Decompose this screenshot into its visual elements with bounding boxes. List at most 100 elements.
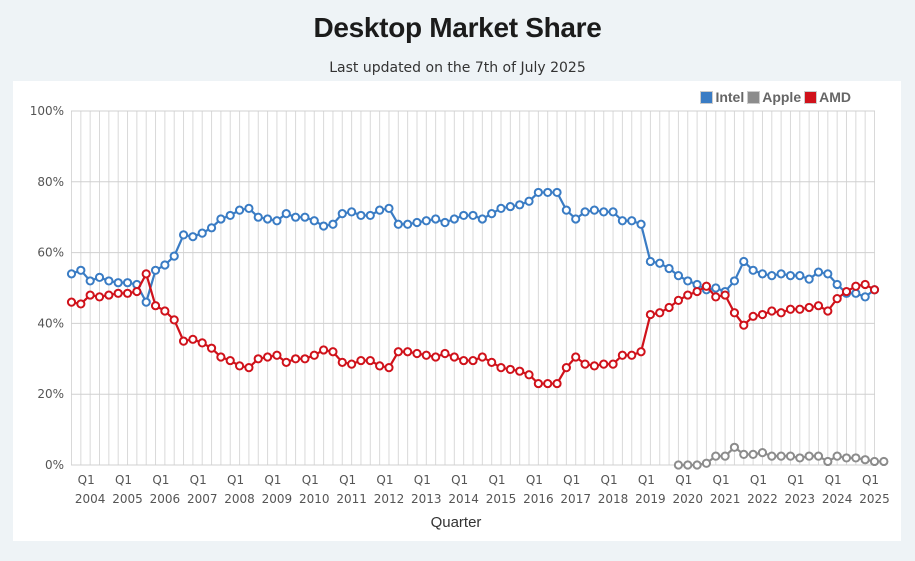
data-point-amd[interactable] <box>122 288 133 298</box>
data-point-amd[interactable] <box>300 354 310 364</box>
data-point-amd[interactable] <box>234 361 245 371</box>
data-point-amd[interactable] <box>337 357 347 367</box>
data-point-intel[interactable] <box>412 217 422 228</box>
data-point-amd[interactable] <box>375 361 385 371</box>
data-point-intel[interactable] <box>449 214 459 224</box>
legend-item-apple[interactable]: Apple <box>747 89 801 105</box>
data-point-amd[interactable] <box>94 292 105 302</box>
data-point-apple[interactable] <box>720 451 730 461</box>
data-point-amd[interactable] <box>627 350 637 360</box>
data-point-amd[interactable] <box>841 286 852 297</box>
data-point-intel[interactable] <box>272 216 282 226</box>
data-point-amd[interactable] <box>496 363 506 373</box>
data-point-intel[interactable] <box>104 276 114 286</box>
data-point-intel[interactable] <box>169 251 179 261</box>
data-point-intel[interactable] <box>347 207 357 217</box>
data-point-apple[interactable] <box>823 456 833 467</box>
data-point-amd[interactable] <box>403 347 413 357</box>
data-point-amd[interactable] <box>393 347 403 357</box>
data-point-intel[interactable] <box>599 207 609 217</box>
data-point-amd[interactable] <box>505 364 515 375</box>
data-point-amd[interactable] <box>449 352 459 362</box>
data-point-apple[interactable] <box>757 448 768 458</box>
data-point-intel[interactable] <box>300 212 310 222</box>
data-point-intel[interactable] <box>552 187 562 198</box>
data-point-amd[interactable] <box>244 363 254 373</box>
data-point-amd[interactable] <box>860 279 870 290</box>
data-point-intel[interactable] <box>206 223 217 233</box>
data-point-apple[interactable] <box>767 451 777 461</box>
data-point-intel[interactable] <box>459 210 469 221</box>
data-point-amd[interactable] <box>281 357 291 367</box>
data-point-apple[interactable] <box>879 456 889 467</box>
data-point-intel[interactable] <box>85 276 95 286</box>
data-point-intel[interactable] <box>664 263 674 274</box>
data-point-intel[interactable] <box>683 276 693 286</box>
data-point-amd[interactable] <box>150 301 161 311</box>
data-point-amd[interactable] <box>440 348 450 359</box>
data-point-apple[interactable] <box>711 451 721 461</box>
data-point-apple[interactable] <box>832 451 842 461</box>
data-point-apple[interactable] <box>683 460 693 470</box>
data-point-amd[interactable] <box>141 269 151 279</box>
data-point-amd[interactable] <box>795 304 805 314</box>
data-point-amd[interactable] <box>412 348 422 359</box>
data-point-intel[interactable] <box>739 256 749 267</box>
data-point-apple[interactable] <box>701 458 712 468</box>
data-point-intel[interactable] <box>571 214 581 224</box>
data-point-intel[interactable] <box>309 216 319 226</box>
data-point-amd[interactable] <box>823 306 833 316</box>
data-point-amd[interactable] <box>384 363 394 373</box>
data-point-amd[interactable] <box>701 281 712 291</box>
data-point-intel[interactable] <box>767 271 777 281</box>
data-point-intel[interactable] <box>66 269 77 279</box>
data-point-intel[interactable] <box>431 214 441 224</box>
data-point-amd[interactable] <box>636 347 646 357</box>
data-point-intel[interactable] <box>290 212 301 222</box>
data-point-amd[interactable] <box>216 352 226 362</box>
data-point-intel[interactable] <box>823 269 833 279</box>
data-point-amd[interactable] <box>580 359 590 369</box>
data-point-amd[interactable] <box>66 297 77 307</box>
data-point-intel[interactable] <box>860 292 870 302</box>
legend-item-amd[interactable]: AMD <box>804 89 851 105</box>
data-point-amd[interactable] <box>645 309 656 320</box>
data-point-intel[interactable] <box>188 232 198 242</box>
data-point-amd[interactable] <box>85 290 95 300</box>
data-point-amd[interactable] <box>729 308 740 318</box>
data-point-amd[interactable] <box>617 350 627 360</box>
data-point-apple[interactable] <box>673 460 684 470</box>
data-point-amd[interactable] <box>664 302 674 313</box>
data-point-amd[interactable] <box>543 378 553 389</box>
data-point-amd[interactable] <box>309 350 319 360</box>
data-point-intel[interactable] <box>617 216 627 226</box>
data-point-intel[interactable] <box>804 274 814 284</box>
data-point-intel[interactable] <box>281 209 291 219</box>
data-point-intel[interactable] <box>76 265 86 275</box>
data-point-amd[interactable] <box>319 345 329 355</box>
data-point-amd[interactable] <box>571 352 581 362</box>
data-point-intel[interactable] <box>262 214 273 224</box>
data-point-intel[interactable] <box>776 269 786 279</box>
data-point-amd[interactable] <box>356 355 366 366</box>
data-point-amd[interactable] <box>328 347 338 357</box>
data-point-apple[interactable] <box>748 449 758 459</box>
data-point-amd[interactable] <box>160 306 170 316</box>
data-point-intel[interactable] <box>234 205 245 215</box>
data-point-intel[interactable] <box>627 216 637 226</box>
data-point-amd[interactable] <box>608 359 618 369</box>
data-point-amd[interactable] <box>692 286 702 297</box>
data-point-amd[interactable] <box>739 320 749 330</box>
data-point-amd[interactable] <box>225 355 235 366</box>
data-point-amd[interactable] <box>561 363 571 373</box>
data-point-amd[interactable] <box>290 354 301 364</box>
data-point-intel[interactable] <box>496 203 506 213</box>
data-point-amd[interactable] <box>197 338 207 348</box>
data-point-intel[interactable] <box>113 278 123 288</box>
data-point-amd[interactable] <box>851 281 861 291</box>
data-point-intel[interactable] <box>337 209 347 219</box>
data-point-amd[interactable] <box>487 357 497 367</box>
data-point-intel[interactable] <box>561 205 571 215</box>
data-point-amd[interactable] <box>776 308 786 318</box>
data-point-intel[interactable] <box>655 258 665 268</box>
